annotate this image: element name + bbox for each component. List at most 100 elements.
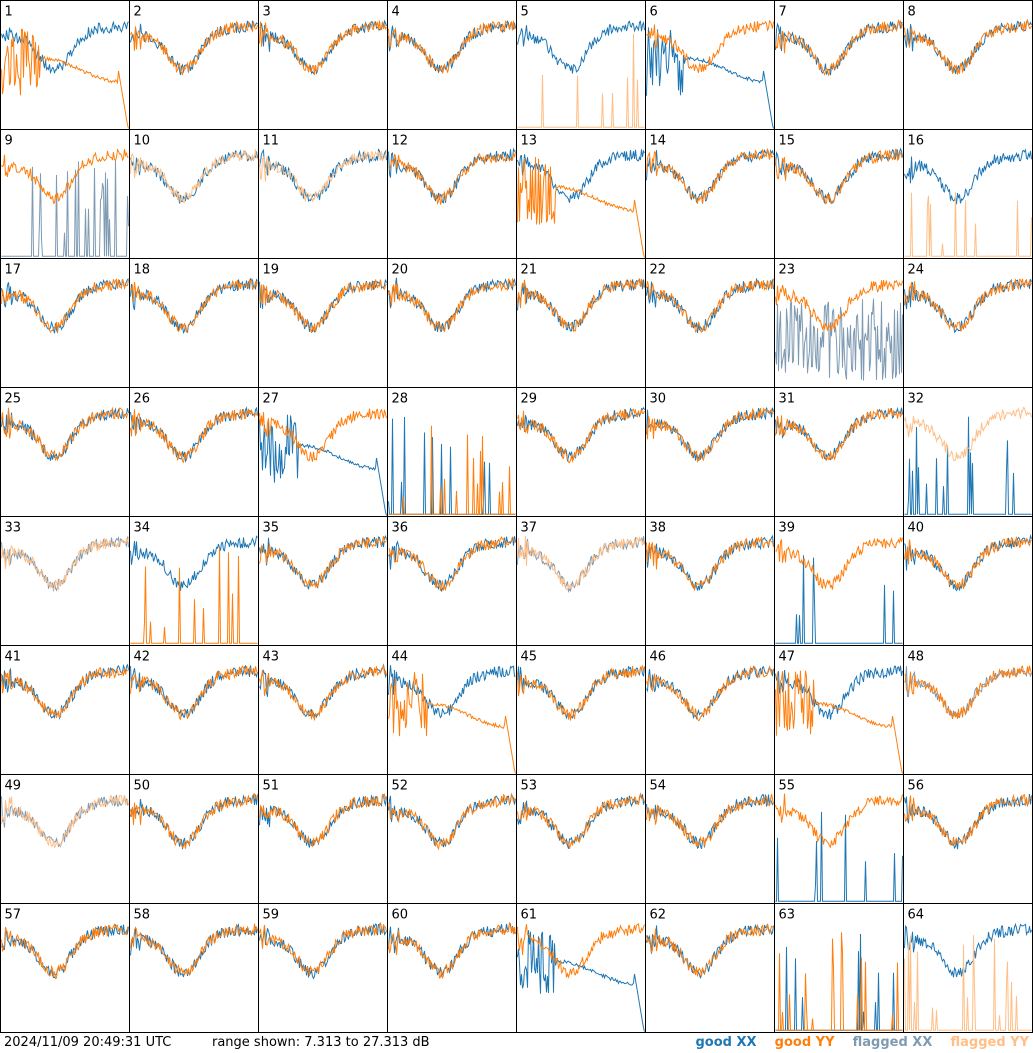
panel-11: 11 [258,129,388,259]
series-yy-good [646,19,774,73]
panel-label: 52 [392,779,409,794]
panel-label: 56 [908,779,925,794]
panel-label: 58 [134,908,151,923]
series-xx-good [517,792,645,849]
legend-flagged-xx: flagged XX [852,1035,933,1050]
panel-42: 42 [129,645,259,775]
series-xx-good [904,416,1032,515]
series-xx-good [130,20,258,76]
series-yy-good [775,537,903,590]
panel-frame [516,774,646,904]
panel-frame [774,129,904,259]
panel-frame [774,903,904,1033]
panel-33: 33 [0,516,130,646]
series-yy-good [775,279,903,331]
panel-37: 37 [516,516,646,646]
series-xx-good [646,27,774,129]
panel-36: 36 [387,516,517,646]
panel-13: 13 [516,129,646,259]
series-xx-flagged [775,298,903,381]
panel-frame [387,258,517,388]
series-yy-good [646,278,774,333]
panel-frame [0,258,130,388]
series-yy-good [775,932,903,1031]
panel-label: 41 [5,650,22,665]
series-yy-good [259,664,387,722]
panel-30: 30 [645,387,775,517]
series-yy-good [388,20,516,74]
panel-label: 1 [5,5,13,20]
panel-55: 55 [774,774,904,904]
series-yy-good [517,157,645,258]
panel-56: 56 [903,774,1033,904]
panel-29: 29 [516,387,646,517]
panel-23: 23 [774,258,904,388]
panel-frame [774,645,904,775]
series-yy-good [130,665,258,721]
series-yy-good [646,407,774,464]
panel-label: 27 [263,392,280,407]
panel-label: 40 [908,521,925,536]
series-yy-good [259,408,387,462]
panel-32: 32 [903,387,1033,517]
panel-3: 3 [258,0,388,130]
series-yy-good [646,665,774,722]
panel-44: 44 [387,645,517,775]
series-yy-flagged [1,794,129,849]
series-xx-good [130,664,258,718]
series-yy-good [130,278,258,333]
panel-label: 26 [134,392,151,407]
panel-frame [258,903,388,1033]
panel-41: 41 [0,645,130,775]
panel-label: 37 [521,521,538,536]
panel-9: 9 [0,129,130,259]
panel-frame [645,129,775,259]
panel-frame [258,645,388,775]
panel-7: 7 [774,0,904,130]
panel-frame [387,0,517,130]
panel-label: 50 [134,779,151,794]
panel-frame [903,0,1033,130]
series-yy-good [904,535,1032,590]
panel-frame [129,0,259,130]
panel-2: 2 [129,0,259,130]
panel-label: 55 [779,779,796,794]
panel-28: 28 [387,387,517,517]
panel-label: 54 [650,779,667,794]
series-yy-good [130,793,258,849]
series-xx-flagged [517,536,645,593]
panel-frame [0,903,130,1033]
series-yy-good [517,277,645,333]
series-xx-good [388,147,516,204]
panel-label: 43 [263,650,280,665]
panel-10: 10 [129,129,259,259]
series-xx-good [904,793,1032,850]
panel-45: 45 [516,645,646,775]
series-yy-good [259,20,387,76]
series-xx-good [388,277,516,333]
series-yy-good [775,670,903,774]
panel-label: 49 [5,779,22,794]
panel-22: 22 [645,258,775,388]
panel-50: 50 [129,774,259,904]
panel-frame [903,129,1033,259]
panel-label: 38 [650,521,667,536]
series-yy-good [130,408,258,464]
panel-40: 40 [903,516,1033,646]
series-yy-good [259,535,387,589]
panel-25: 25 [0,387,130,517]
panel-60: 60 [387,903,517,1033]
panel-frame [903,516,1033,646]
panel-39: 39 [774,516,904,646]
series-xx-good [646,534,774,591]
panel-frame [774,774,904,904]
series-xx-good [130,149,258,204]
panel-12: 12 [387,129,517,259]
panel-frame [258,129,388,259]
panel-label: 57 [5,908,22,923]
panel-label: 11 [263,134,280,149]
panel-label: 12 [392,134,409,149]
panel-frame [516,516,646,646]
series-yy-good [1,923,129,980]
